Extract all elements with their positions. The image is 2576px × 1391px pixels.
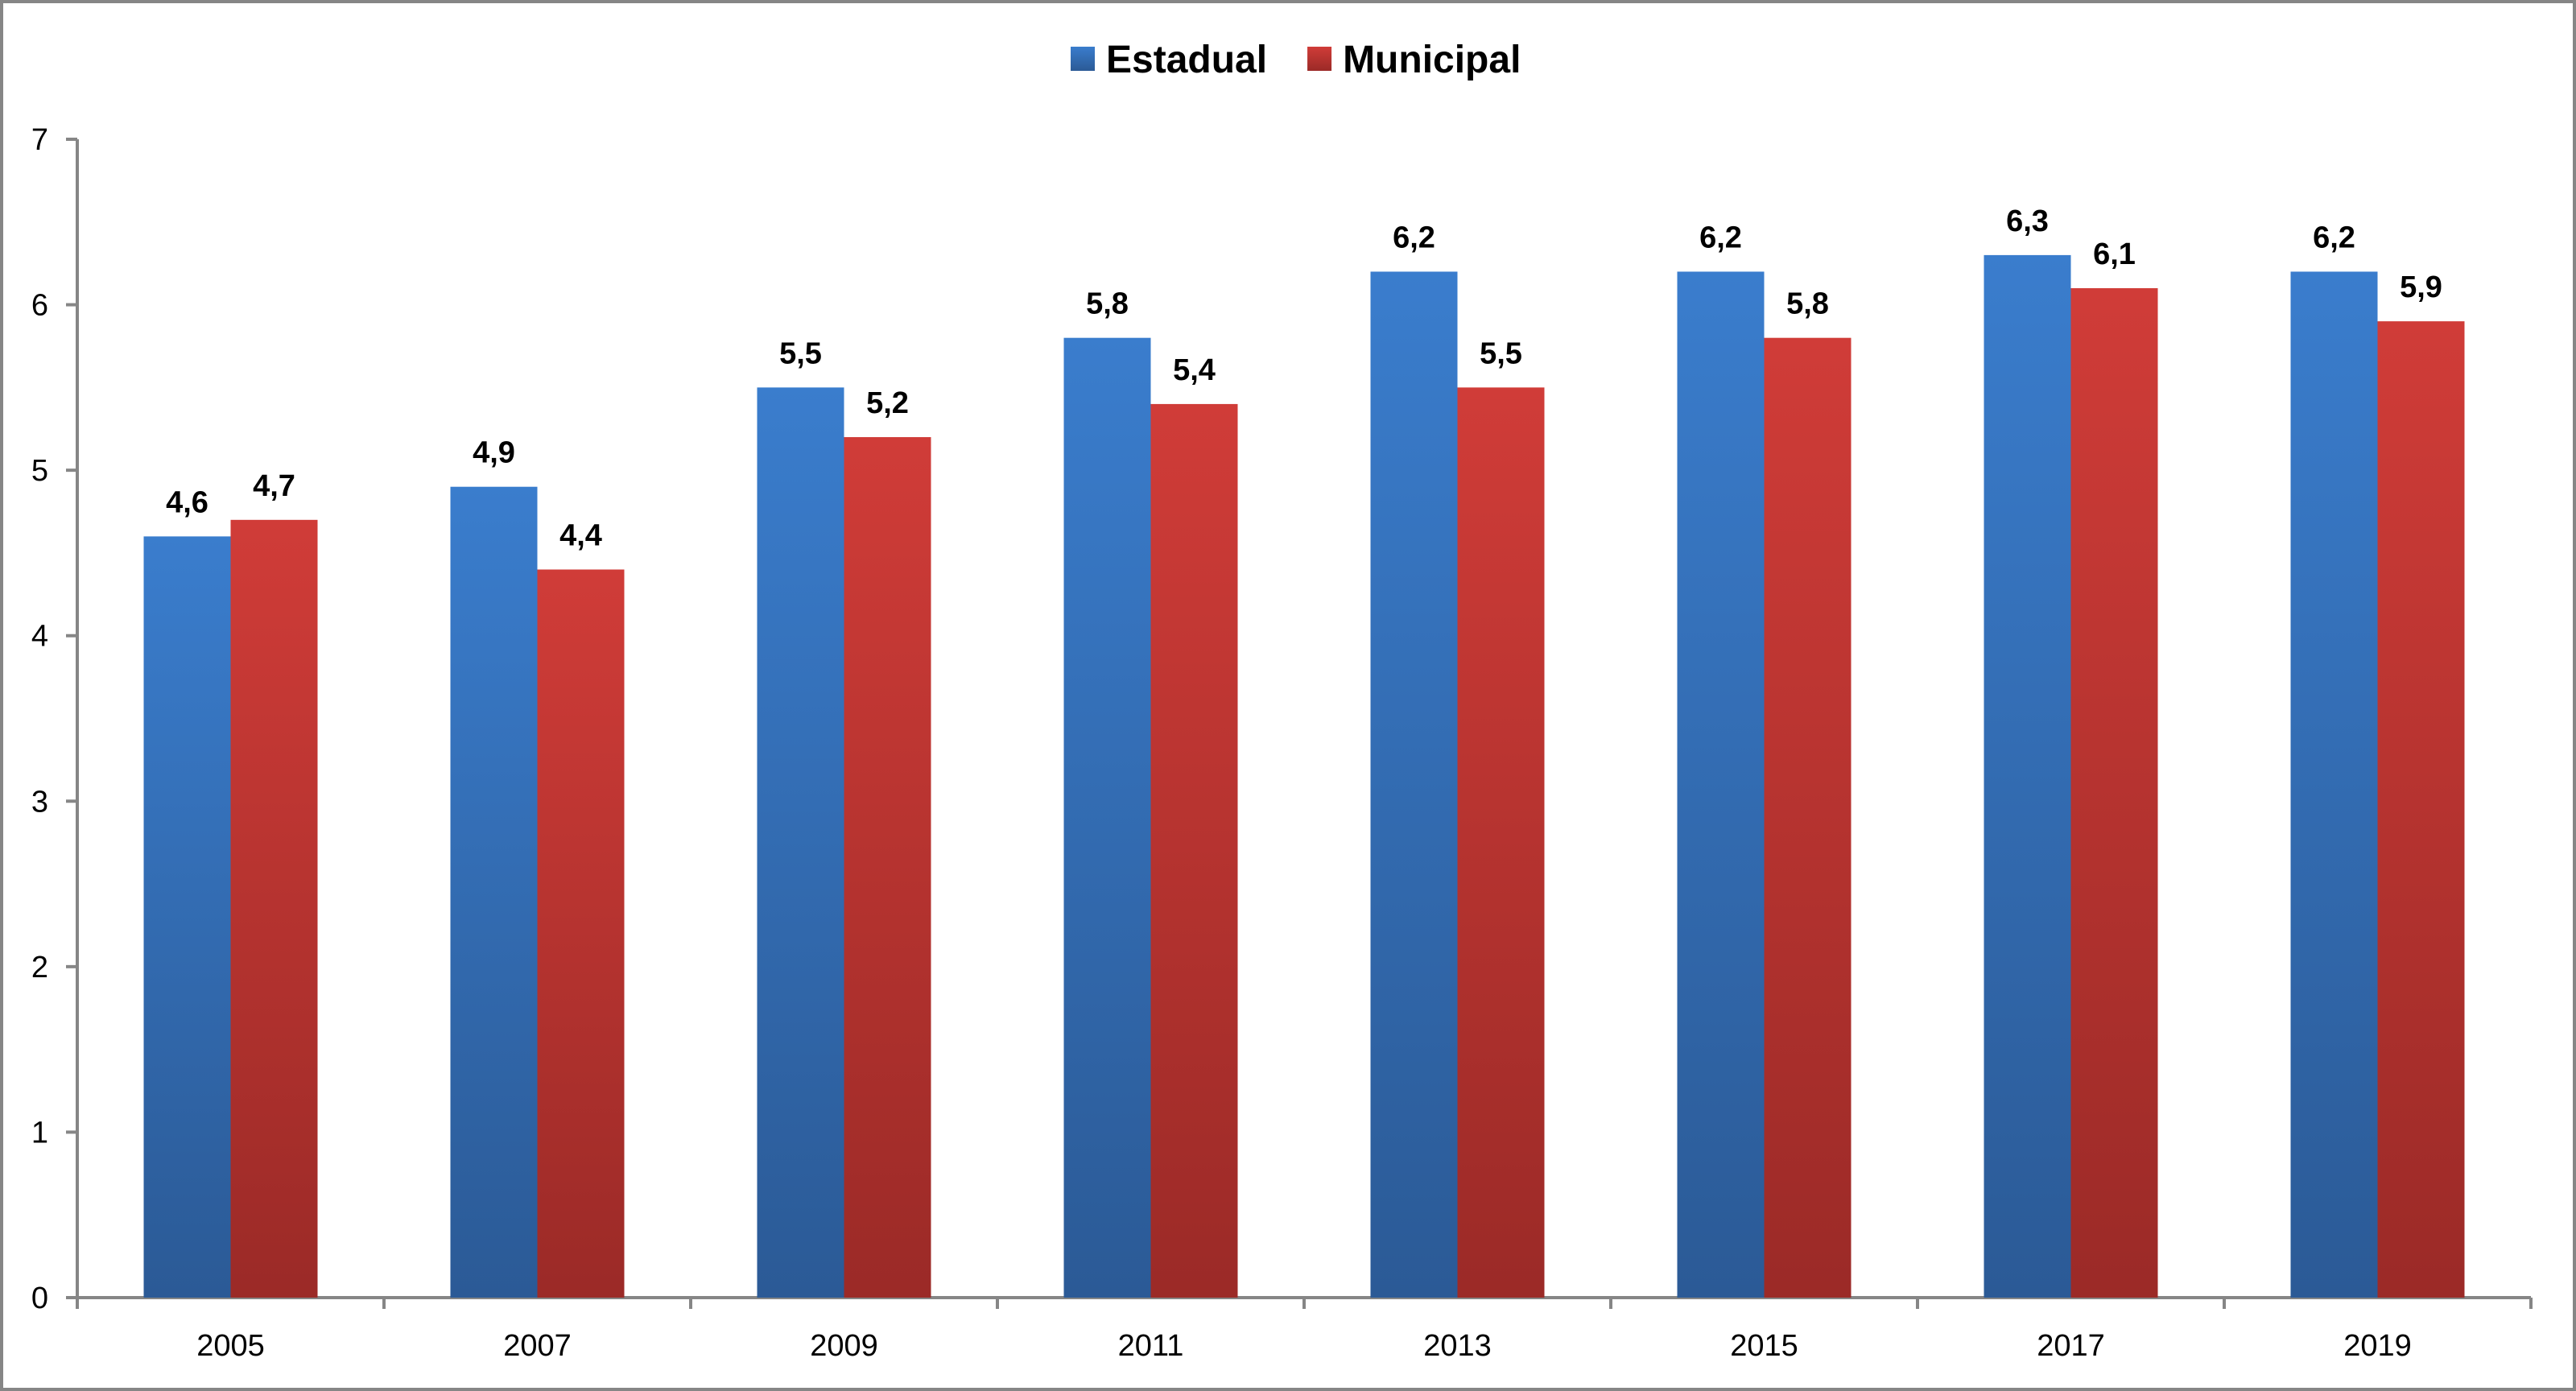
bars <box>143 254 2465 1298</box>
bar-municipal-2013 <box>1457 387 1545 1298</box>
data-labels: 4,6 4,7 4,9 4,4 5,5 5,2 5,8 5,4 6,2 5,5 6,2 5,8 6,3 6… <box>166 204 2442 553</box>
bar-municipal-2015 <box>1764 337 1852 1298</box>
x-tick-label: 2007 <box>503 1329 572 1363</box>
y-tick-label: 5 <box>31 454 48 488</box>
bar-estadual-2011 <box>1063 337 1151 1298</box>
legend: Estadual Municipal <box>1071 39 1521 81</box>
bar-municipal-2017 <box>2070 288 2158 1298</box>
data-label: 6,1 <box>2093 237 2136 271</box>
bar-estadual-2019 <box>2290 271 2378 1298</box>
data-label: 4,4 <box>559 518 602 552</box>
legend-label-municipal: Municipal <box>1343 39 1521 81</box>
data-label: 5,8 <box>1786 287 1829 321</box>
bar-estadual-2005 <box>143 536 231 1298</box>
bar-estadual-2013 <box>1370 271 1458 1298</box>
y-tick-label: 0 <box>31 1282 48 1315</box>
bar-estadual-2009 <box>757 387 844 1298</box>
y-tick-label: 4 <box>31 620 48 654</box>
data-label: 4,6 <box>166 485 208 519</box>
legend-label-estadual: Estadual <box>1106 39 1267 81</box>
data-label: 5,2 <box>866 386 909 420</box>
bar-municipal-2011 <box>1150 403 1238 1298</box>
y-tick-label: 6 <box>31 289 48 323</box>
data-label: 6,3 <box>2006 204 2049 238</box>
legend-swatch-municipal <box>1307 47 1332 71</box>
data-label: 5,4 <box>1173 353 1216 387</box>
y-tick-label: 3 <box>31 785 48 819</box>
bar-municipal-2009 <box>844 437 931 1298</box>
y-tick-label: 1 <box>31 1116 48 1150</box>
data-label: 5,8 <box>1086 287 1129 321</box>
x-tick-label: 2011 <box>1118 1329 1184 1363</box>
bar-municipal-2019 <box>2377 321 2465 1298</box>
data-label: 4,7 <box>253 469 295 503</box>
data-label: 5,5 <box>779 336 822 370</box>
data-label: 5,9 <box>2400 270 2442 304</box>
bar-estadual-2007 <box>450 486 538 1298</box>
axes: 0 1 2 3 4 5 6 7 2005 2007 2009 2011 2013 2015 2017 2019 <box>31 123 2533 1363</box>
legend-swatch-estadual <box>1071 47 1095 71</box>
bar-estadual-2015 <box>1677 271 1765 1298</box>
y-tick-label: 7 <box>31 123 48 157</box>
bar-estadual-2017 <box>1984 254 2071 1298</box>
x-tick-label: 2009 <box>810 1329 878 1363</box>
data-label: 5,5 <box>1480 336 1522 370</box>
bar-municipal-2007 <box>537 569 625 1298</box>
bar-municipal-2005 <box>230 519 318 1298</box>
x-tick-label: 2015 <box>1730 1329 1798 1363</box>
data-label: 6,2 <box>1393 221 1435 254</box>
x-tick-label: 2017 <box>2037 1329 2105 1363</box>
x-tick-label: 2005 <box>196 1329 265 1363</box>
data-label: 6,2 <box>2313 221 2355 254</box>
x-tick-label: 2019 <box>2343 1329 2412 1363</box>
data-label: 4,9 <box>473 436 515 470</box>
x-tick-label: 2013 <box>1423 1329 1492 1363</box>
data-label: 6,2 <box>1699 221 1742 254</box>
y-tick-label: 2 <box>31 951 48 984</box>
